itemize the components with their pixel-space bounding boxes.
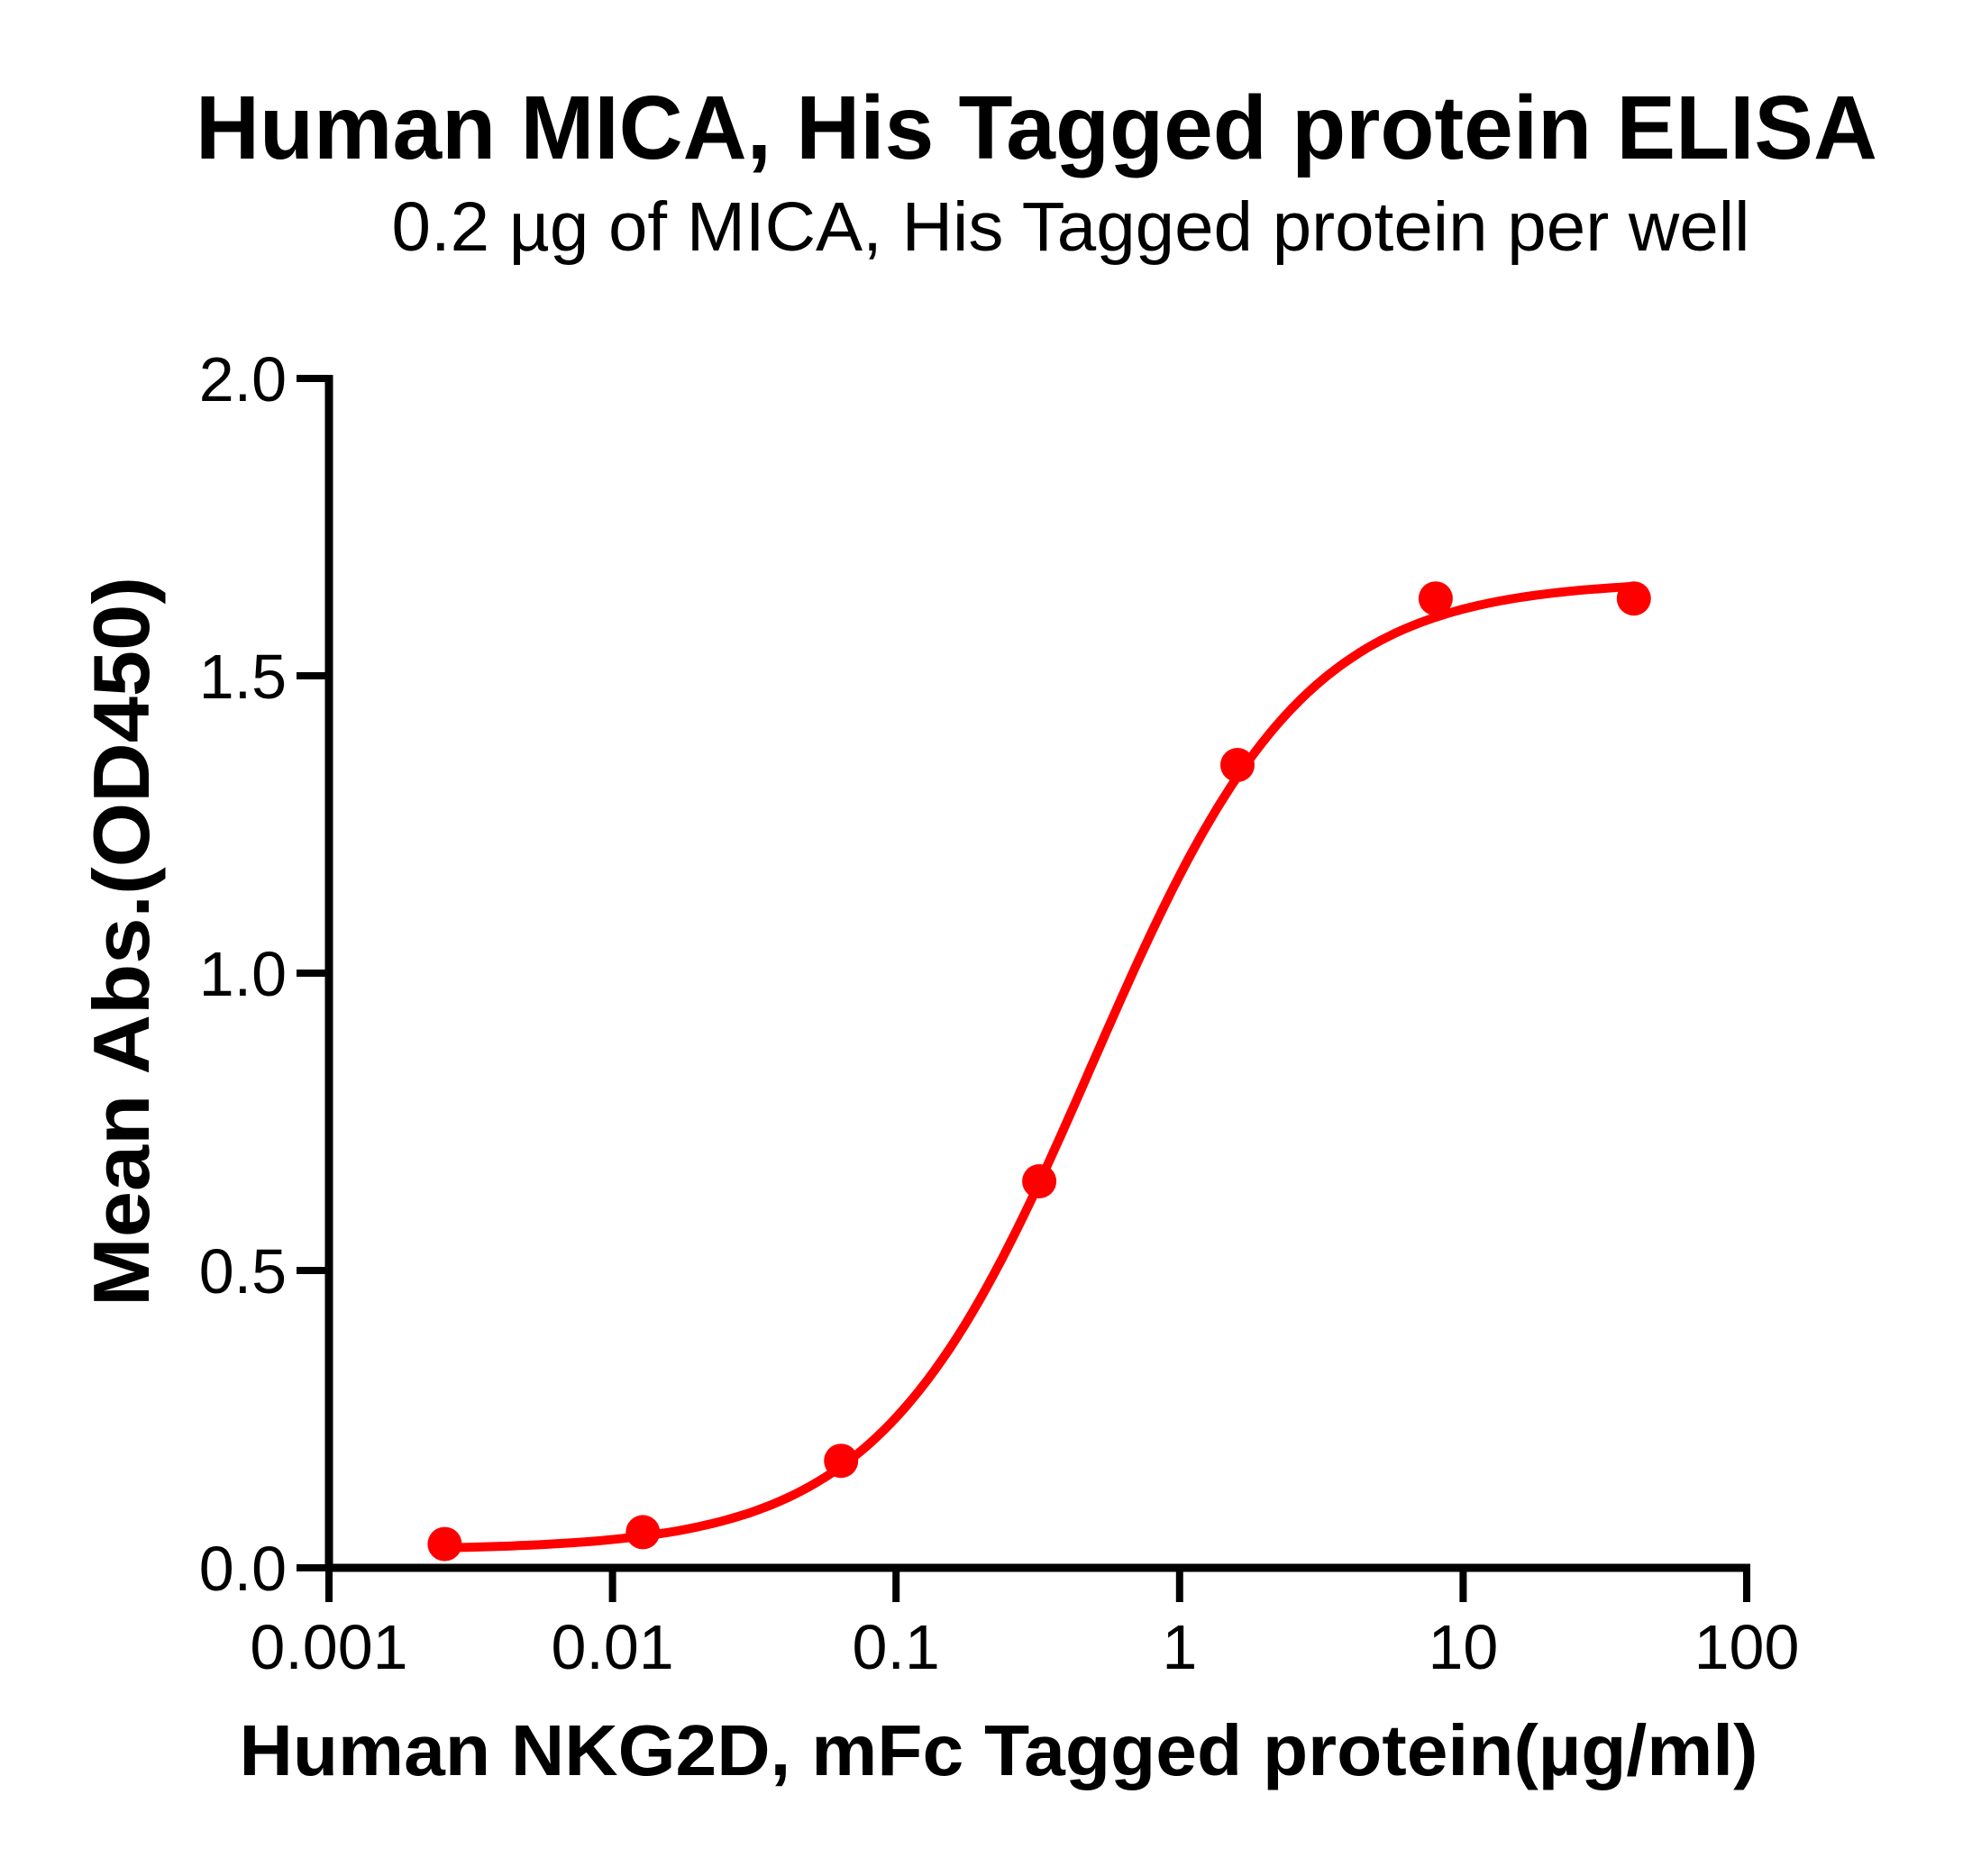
y-tick-label: 1.5 [199,642,287,712]
data-point [824,1443,859,1479]
x-tick-label: 100 [1694,1612,1800,1682]
y-axis-label: Mean Abs.(OD450) [77,577,166,1307]
chart-title: Human MICA, His Tagged protein ELISA [196,77,1877,178]
chart-subtitle: 0.2 µg of MICA, His Tagged protein per w… [392,188,1750,266]
fit-curve [440,581,1639,1553]
x-tick-label: 1 [1162,1612,1197,1682]
y-tick-label: 2.0 [199,344,287,414]
y-tick-label: 0.0 [199,1534,287,1604]
axes [324,375,1750,1572]
data-point [1022,1164,1057,1198]
x-axis-ticks: 0.001 0.01 0.1 1 10 100 [250,1568,1799,1682]
y-tick-label: 1.0 [199,939,287,1009]
x-tick-label: 0.01 [551,1612,673,1682]
x-tick-label: 0.001 [250,1612,407,1682]
y-axis-ticks: 0.0 0.5 1.0 1.5 2.0 [199,344,329,1604]
data-point [625,1515,661,1550]
data-point [1616,581,1651,616]
x-tick-label: 0.1 [853,1612,940,1682]
x-tick-label: 10 [1428,1612,1498,1682]
y-tick-label: 0.5 [199,1236,287,1307]
data-point [427,1526,462,1562]
data-point [1220,748,1255,782]
data-point [1418,581,1453,616]
x-axis-label: Human NKG2D, mFc Tagged protein(µg/ml) [240,1710,1758,1790]
data-points [427,581,1651,1562]
